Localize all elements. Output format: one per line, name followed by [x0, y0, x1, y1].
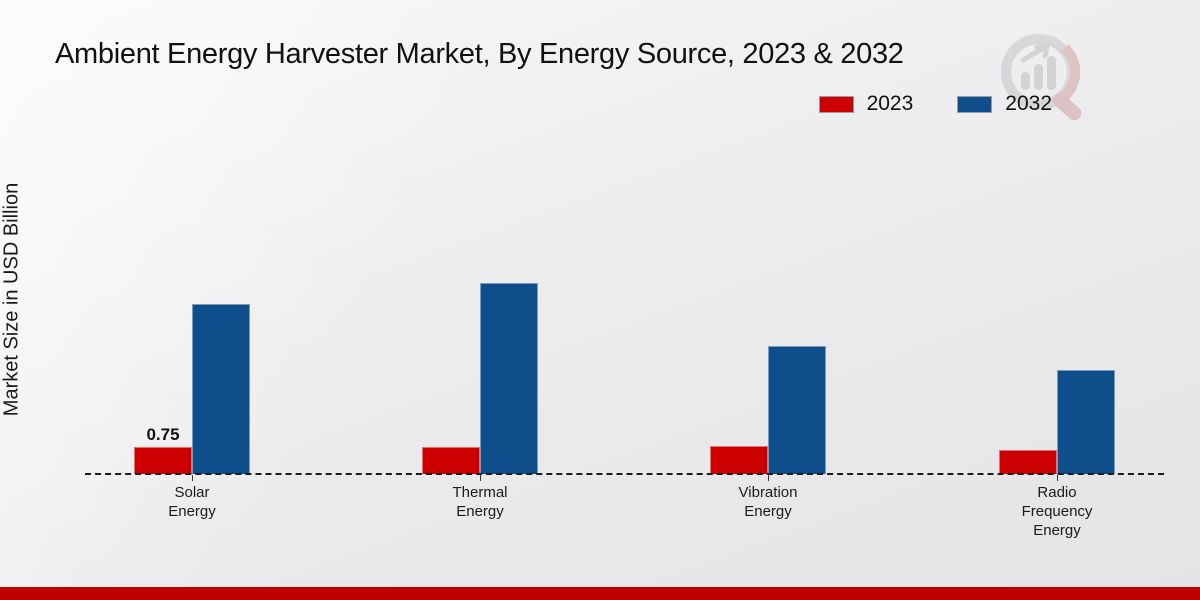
y-axis-label: Market Size in USD Billion: [0, 182, 23, 417]
bar-2023-thermal-energy: [422, 447, 480, 474]
bar-value-label: 0.75: [146, 424, 180, 444]
x-axis-category-label: Thermal Energy: [452, 484, 508, 521]
x-axis-tick: [768, 475, 769, 481]
x-axis-baseline: [85, 473, 1164, 475]
legend-label-2032: 2032: [1005, 92, 1052, 115]
bar-2032-radio-frequency-energy: [1057, 370, 1115, 474]
page-title: Ambient Energy Harvester Market, By Ener…: [55, 38, 904, 70]
magnifier-bar-chart-watermark-icon: [1001, 34, 1082, 121]
legend-label-2023: 2023: [866, 92, 914, 115]
bar-2023-solar-energy: [134, 446, 192, 474]
x-axis-category-label: Vibration Energy: [738, 484, 798, 521]
bar-2023-vibration-energy: [710, 445, 768, 474]
legend-swatch-2032: [957, 95, 993, 113]
footer-accent-bar: [0, 587, 1200, 600]
legend-swatch-2023: [818, 95, 854, 113]
bar-2032-solar-energy: [192, 304, 250, 474]
x-axis-category-label: Solar Energy: [168, 484, 216, 521]
legend-item-2032: 2032: [957, 92, 1052, 116]
bar-2032-vibration-energy: [768, 345, 826, 474]
legend: 2023 2032: [818, 92, 1052, 116]
x-axis-tick: [192, 475, 193, 481]
x-axis-category-label: Radio Frequency Energy: [1021, 484, 1093, 540]
bar-2023-radio-frequency-energy: [999, 449, 1057, 474]
bar-2032-thermal-energy: [480, 282, 538, 474]
legend-item-2023: 2023: [818, 92, 914, 116]
x-axis-tick: [1057, 475, 1058, 481]
x-axis-tick: [480, 475, 481, 481]
